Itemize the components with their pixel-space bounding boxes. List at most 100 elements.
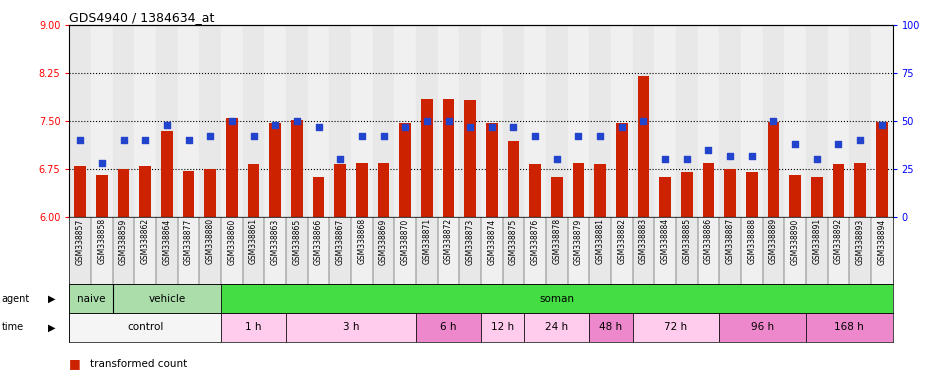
Text: GSM338875: GSM338875 (509, 218, 518, 265)
Bar (69, 25, 91, 217)
Text: GSM338894: GSM338894 (877, 218, 886, 265)
Bar (568, 217, 589, 284)
Bar (849, 25, 871, 217)
Text: 6 h: 6 h (440, 322, 457, 333)
Bar (373, 25, 394, 217)
Text: GSM338893: GSM338893 (856, 218, 865, 265)
Bar (113, 217, 134, 284)
Point (462, 124, 477, 130)
Bar (356, 162, 368, 217)
Point (311, 124, 326, 130)
Bar (589, 313, 633, 342)
Bar (654, 25, 676, 217)
Text: GSM338857: GSM338857 (76, 218, 85, 265)
Bar (508, 141, 520, 217)
Text: GSM338859: GSM338859 (119, 218, 128, 265)
Bar (551, 177, 562, 217)
Bar (633, 25, 654, 217)
Text: vehicle: vehicle (148, 293, 186, 304)
Text: 1 h: 1 h (245, 322, 262, 333)
Bar (806, 25, 828, 217)
Bar (416, 217, 438, 284)
Point (225, 118, 240, 124)
Bar (394, 217, 416, 284)
Point (354, 133, 369, 139)
Bar (524, 217, 546, 284)
Bar (91, 217, 113, 284)
Bar (308, 25, 329, 217)
Text: control: control (127, 322, 164, 333)
Bar (724, 169, 736, 217)
Text: GSM338869: GSM338869 (379, 218, 388, 265)
Text: GSM338879: GSM338879 (574, 218, 583, 265)
Bar (416, 25, 438, 217)
Point (333, 156, 348, 162)
Bar (768, 122, 780, 217)
Bar (290, 120, 302, 217)
Bar (481, 313, 524, 342)
Bar (113, 25, 134, 217)
Bar (313, 177, 325, 217)
Text: ■: ■ (69, 382, 81, 384)
Bar (660, 177, 672, 217)
Bar (611, 25, 633, 217)
Bar (789, 175, 801, 217)
Bar (676, 25, 697, 217)
Text: GSM338874: GSM338874 (487, 218, 497, 265)
Bar (286, 217, 308, 284)
Bar (134, 217, 156, 284)
Point (745, 152, 759, 159)
Bar (529, 164, 541, 217)
Text: time: time (2, 322, 24, 333)
Bar (438, 25, 460, 217)
Text: GSM338876: GSM338876 (531, 218, 539, 265)
Text: 12 h: 12 h (491, 322, 514, 333)
Bar (178, 217, 200, 284)
Bar (265, 217, 286, 284)
Bar (633, 217, 654, 284)
Bar (784, 25, 806, 217)
Point (593, 133, 608, 139)
Point (485, 124, 500, 130)
Bar (377, 162, 389, 217)
Bar (156, 25, 178, 217)
Point (549, 156, 564, 162)
Text: GSM338882: GSM338882 (617, 218, 626, 264)
Point (419, 118, 434, 124)
Point (766, 118, 781, 124)
Bar (242, 217, 265, 284)
Text: soman: soman (539, 293, 574, 304)
Point (268, 122, 283, 128)
Text: ▶: ▶ (48, 293, 55, 304)
Bar (416, 313, 481, 342)
Bar (156, 217, 178, 284)
Bar (741, 217, 762, 284)
Point (117, 137, 131, 143)
Point (658, 156, 672, 162)
Bar (762, 25, 784, 217)
Bar (676, 217, 697, 284)
Text: GSM338864: GSM338864 (163, 218, 171, 265)
Bar (91, 25, 113, 217)
Text: 48 h: 48 h (599, 322, 623, 333)
Bar (589, 25, 611, 217)
Point (290, 118, 304, 124)
Bar (351, 25, 373, 217)
Bar (117, 169, 130, 217)
Bar (546, 25, 568, 217)
Bar (654, 217, 676, 284)
Point (528, 133, 543, 139)
Point (701, 147, 716, 153)
Text: GSM338866: GSM338866 (314, 218, 323, 265)
Bar (746, 172, 758, 217)
Bar (308, 217, 329, 284)
Point (181, 137, 196, 143)
Bar (442, 99, 454, 217)
Point (506, 124, 521, 130)
Point (246, 133, 261, 139)
Text: GSM338891: GSM338891 (812, 218, 821, 265)
Text: GSM338877: GSM338877 (184, 218, 193, 265)
Text: GSM338873: GSM338873 (465, 218, 475, 265)
Bar (74, 166, 86, 217)
Bar (573, 162, 585, 217)
